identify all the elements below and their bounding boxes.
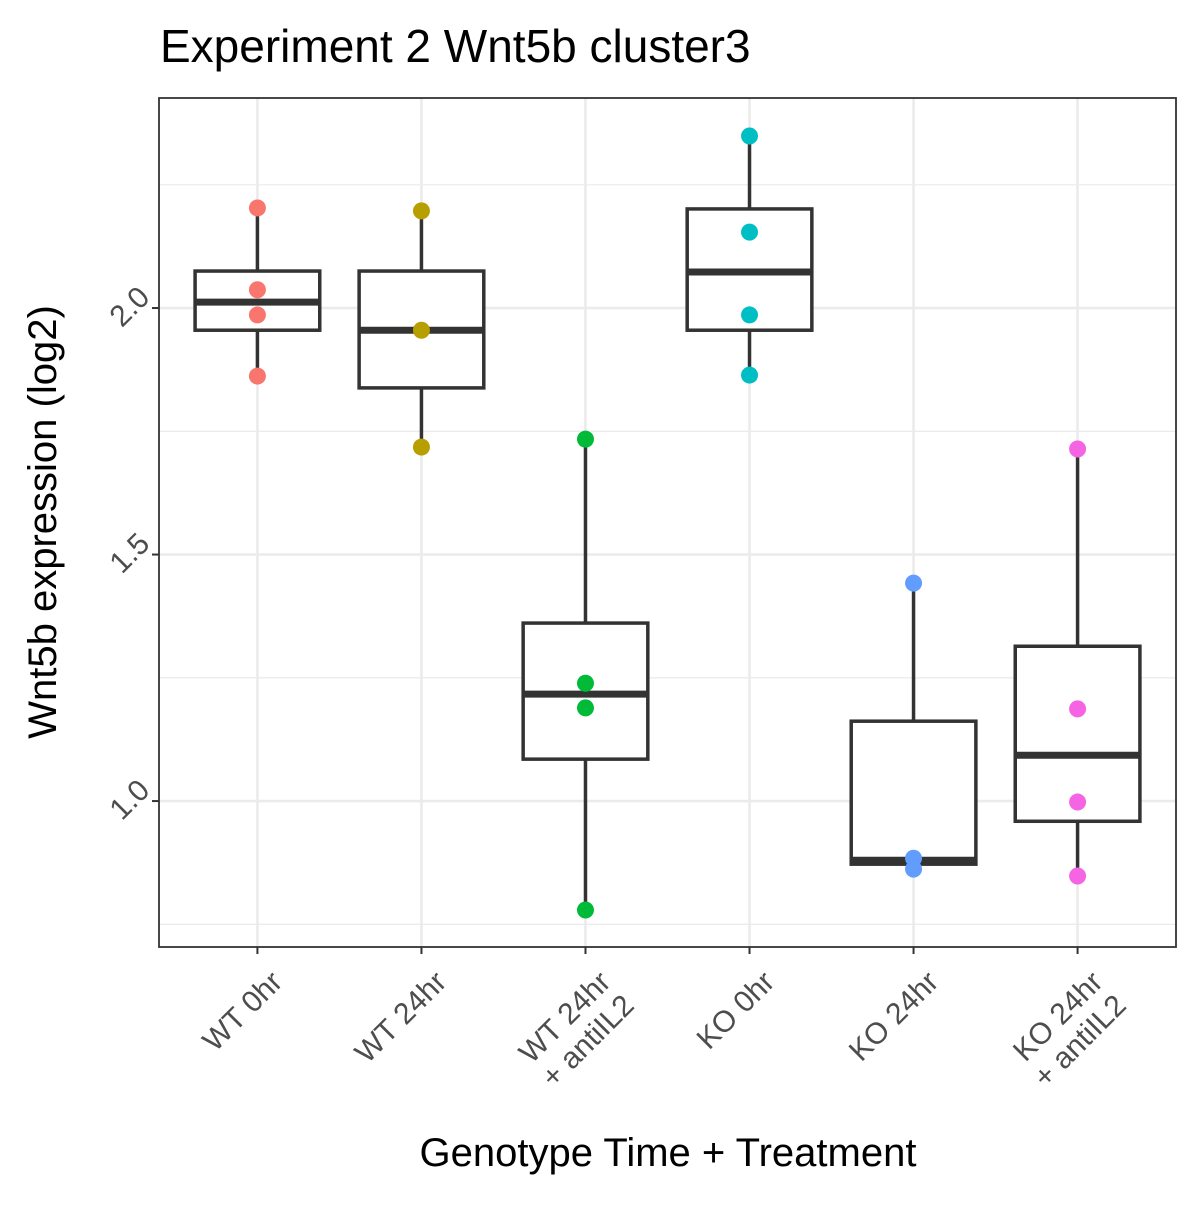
point <box>1069 867 1087 885</box>
x-tick-label: WT 0hr <box>197 965 289 1057</box>
y-tick-label: 2.0 <box>103 280 156 333</box>
box-body <box>849 719 978 866</box>
point <box>412 438 430 456</box>
box <box>1013 449 1142 877</box>
point <box>412 202 430 220</box>
box <box>521 439 650 911</box>
point <box>741 366 759 384</box>
point <box>741 223 759 241</box>
x-axis-title: Genotype Time + Treatment <box>420 1131 917 1175</box>
x-tick-label: KO 24hr+ antiIL2 <box>1004 965 1133 1094</box>
x-tick-label: WT 24hr+ antiIL2 <box>512 965 641 1094</box>
point <box>576 699 594 717</box>
point <box>576 674 594 692</box>
y-tick-label: 1.0 <box>103 774 156 827</box>
point <box>905 860 923 878</box>
point <box>248 367 266 385</box>
x-tick-label: WT 24hr <box>349 965 453 1069</box>
box <box>685 135 814 376</box>
box-body <box>1013 644 1142 824</box>
point <box>1069 440 1087 458</box>
point <box>248 281 266 299</box>
x-tick-label: KO 0hr <box>691 965 782 1056</box>
chart-title: Experiment 2 Wnt5b cluster3 <box>160 20 751 72</box>
point <box>412 321 430 339</box>
box <box>193 207 322 377</box>
point <box>576 901 594 919</box>
y-axis-title: Wnt5b expression (log2) <box>21 305 65 739</box>
point <box>1069 700 1087 718</box>
y-tick-label: 1.5 <box>103 527 156 580</box>
point <box>576 430 594 448</box>
point <box>1069 793 1087 811</box>
point <box>248 199 266 217</box>
point <box>905 574 923 592</box>
box <box>849 583 978 869</box>
point <box>248 306 266 324</box>
x-tick-label: KO 24hr <box>843 965 945 1067</box>
point <box>741 127 759 145</box>
panel-border <box>158 97 1177 948</box>
point <box>741 306 759 324</box>
